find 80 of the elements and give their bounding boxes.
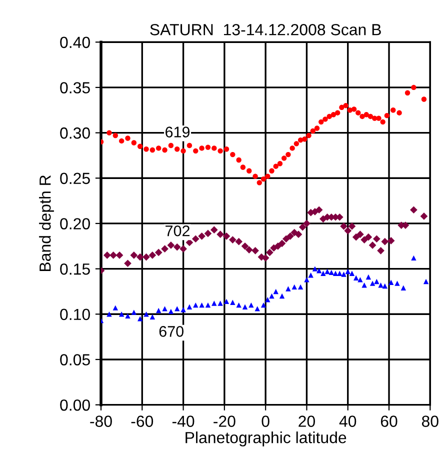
x-tick-label: -40 <box>172 416 194 427</box>
y-tick-label: 0.30 <box>60 127 90 139</box>
point <box>230 300 236 305</box>
point <box>298 284 304 290</box>
point <box>337 270 342 276</box>
point <box>205 302 211 308</box>
point <box>358 277 363 282</box>
series-label: 670 <box>159 326 184 337</box>
point <box>328 270 334 276</box>
point <box>218 300 223 306</box>
point <box>349 270 355 276</box>
point <box>186 304 192 310</box>
point <box>324 268 330 274</box>
point <box>345 268 350 274</box>
y-tick-label: 0.10 <box>60 308 90 320</box>
series-label: 619 <box>166 126 190 138</box>
point <box>316 268 322 274</box>
point <box>180 307 186 312</box>
point <box>162 306 168 312</box>
point <box>308 272 314 278</box>
point <box>411 255 416 261</box>
point <box>118 312 124 317</box>
point <box>312 266 318 272</box>
point <box>374 278 380 284</box>
point <box>394 280 400 286</box>
x-tick-label: -80 <box>90 416 112 427</box>
point <box>156 308 162 314</box>
point <box>131 310 137 315</box>
point <box>199 302 204 308</box>
point <box>112 305 118 310</box>
point <box>370 280 376 286</box>
y-tick-label: 0.20 <box>60 218 90 230</box>
point <box>125 313 130 319</box>
point <box>236 302 242 308</box>
point <box>423 278 429 284</box>
x-tick-label: -20 <box>214 416 236 427</box>
point <box>260 302 266 308</box>
point <box>269 293 274 299</box>
point <box>212 300 217 306</box>
point <box>174 306 180 312</box>
y-tick-label: 0.40 <box>60 36 90 48</box>
x-tick-label: -60 <box>131 416 154 427</box>
point <box>137 316 143 322</box>
point <box>254 306 260 312</box>
point <box>279 293 285 299</box>
point <box>366 274 372 280</box>
y-tick-label: 0.25 <box>60 172 90 184</box>
point <box>168 308 174 314</box>
x-tick-label: 40 <box>339 416 356 427</box>
y-tick-label: 0.15 <box>60 263 90 275</box>
y-tick-label: 0.05 <box>60 354 90 366</box>
x-tick-label: 80 <box>422 416 438 427</box>
point <box>193 302 198 308</box>
y-tick-label: 0.35 <box>60 82 90 94</box>
point <box>320 270 326 276</box>
point <box>378 282 384 288</box>
x-axis-title: Planetographic latitude <box>186 432 346 446</box>
point <box>242 304 248 310</box>
x-tick-label: 20 <box>298 416 315 427</box>
point <box>248 302 254 308</box>
point <box>341 272 346 277</box>
point <box>144 312 149 317</box>
point <box>304 277 310 282</box>
point <box>353 275 359 280</box>
x-tick-label: 60 <box>380 416 398 427</box>
point <box>388 280 394 286</box>
series-label: 702 <box>166 225 190 236</box>
point <box>224 298 230 304</box>
point <box>382 283 388 289</box>
point <box>292 284 297 290</box>
point <box>362 282 367 288</box>
y-axis-title: Band depth R <box>39 175 54 271</box>
point <box>286 286 291 292</box>
point <box>400 285 406 290</box>
x-tick-label: 0 <box>262 416 270 427</box>
y-tick-label: 0.00 <box>60 399 90 411</box>
point <box>273 288 278 294</box>
point <box>150 314 156 320</box>
point <box>106 312 112 317</box>
chart-title: SATURN 13-14.12.2008 Scan B <box>150 24 381 36</box>
